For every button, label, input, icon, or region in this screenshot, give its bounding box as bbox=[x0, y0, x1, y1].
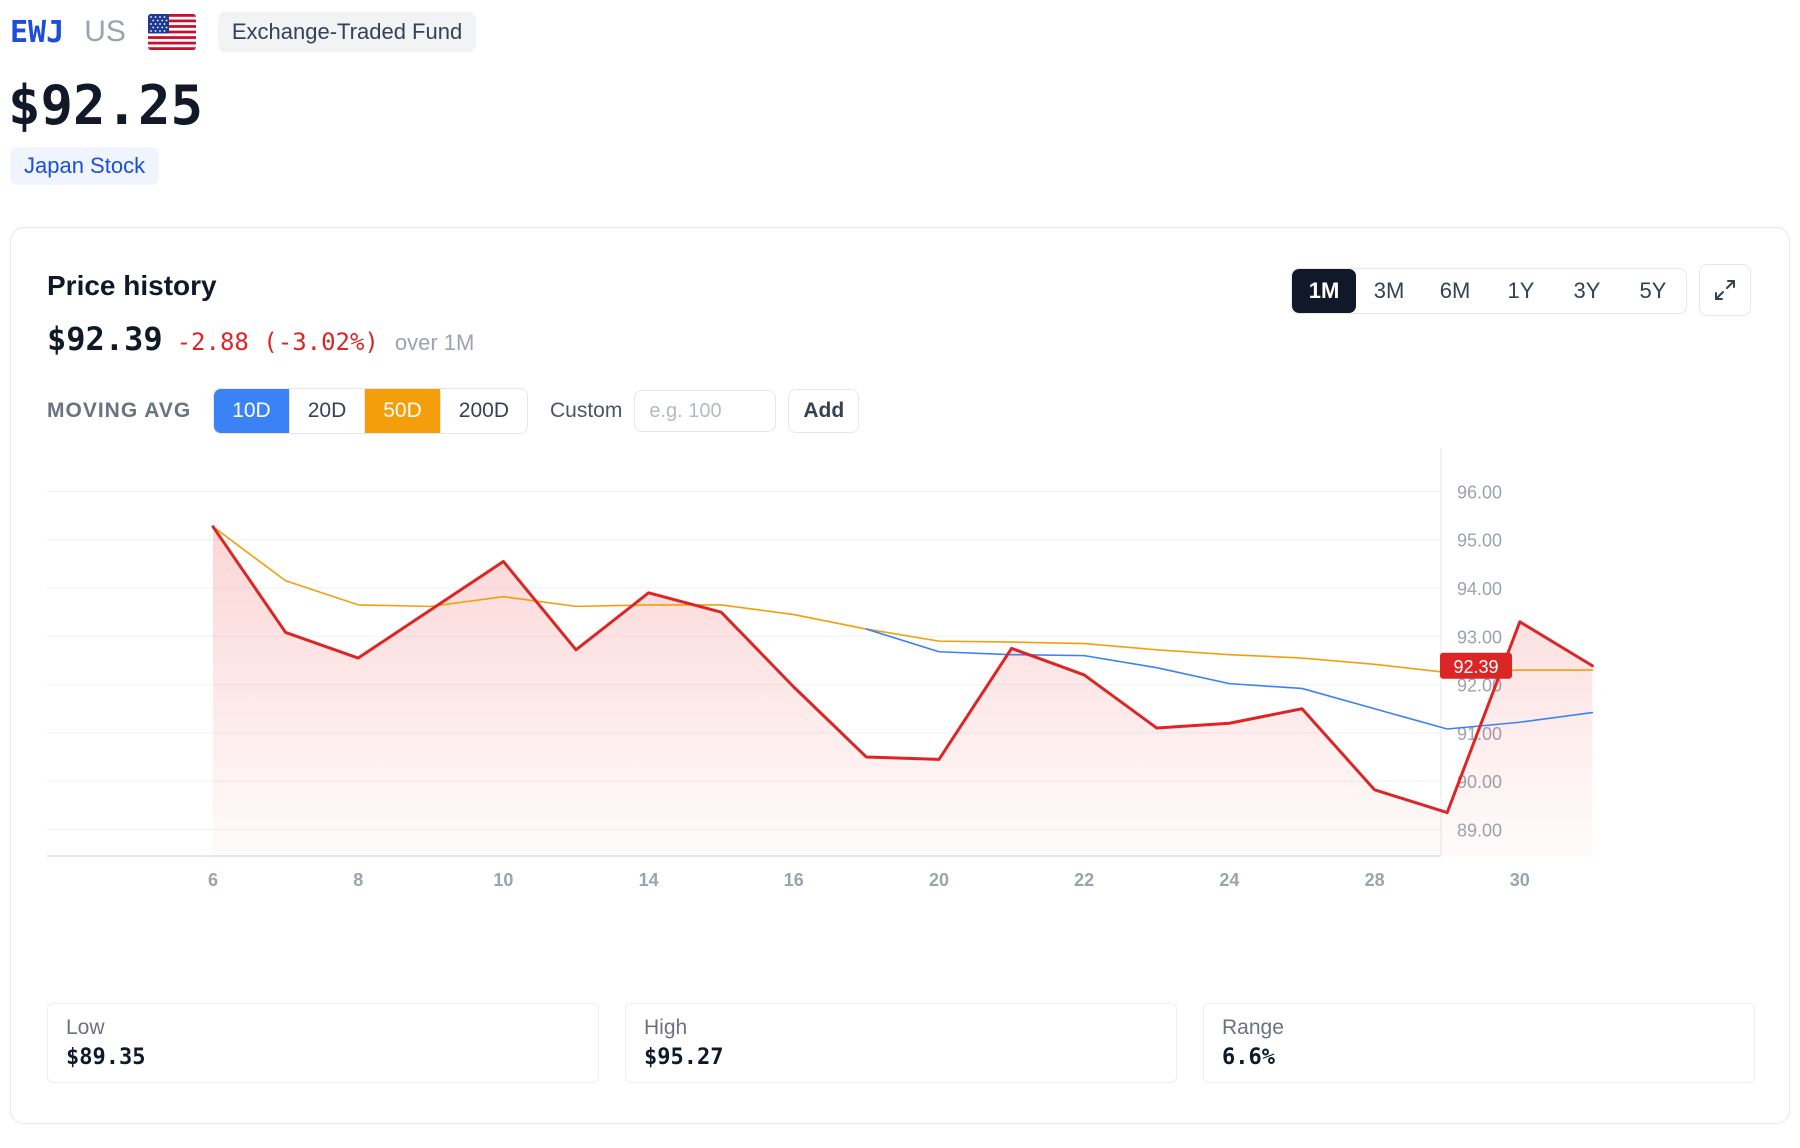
range-5y-button[interactable]: 5Y bbox=[1639, 278, 1667, 303]
x-tick-label: 16 bbox=[784, 870, 804, 888]
price-history-card: Price history $92.39 -2.88 (-3.02%) over… bbox=[10, 227, 1790, 1124]
y-tick-label: 93.00 bbox=[1457, 627, 1502, 647]
ma-10d-toggle[interactable]: 10D bbox=[214, 389, 290, 433]
range-selector: 1M 3M 6M 1Y 3Y 5Y bbox=[1291, 268, 1687, 314]
ma50-line bbox=[212, 525, 1594, 674]
custom-ma-label: Custom bbox=[549, 399, 623, 422]
category-badge[interactable]: Japan Stock bbox=[10, 147, 160, 185]
summary-period: over 1M bbox=[394, 330, 475, 355]
range-3m-button[interactable]: 3M bbox=[1373, 278, 1405, 303]
expand-button[interactable] bbox=[1699, 264, 1751, 316]
stat-range: Range 6.6% bbox=[1203, 1003, 1755, 1083]
fund-type-badge: Exchange-Traded Fund bbox=[217, 12, 477, 52]
summary-price: $92.39 bbox=[47, 320, 163, 358]
range-1m-button[interactable]: 1M bbox=[1292, 269, 1356, 313]
stat-high-value: $95.27 bbox=[644, 1045, 724, 1070]
price-summary: $92.39 -2.88 (-3.02%) over 1M bbox=[47, 320, 474, 358]
price-area-fill bbox=[213, 526, 1593, 856]
current-price: $92.25 bbox=[8, 74, 204, 137]
x-tick-label: 10 bbox=[493, 870, 513, 888]
x-tick-label: 30 bbox=[1510, 870, 1530, 888]
stat-low-value: $89.35 bbox=[66, 1045, 146, 1070]
stat-low: Low $89.35 bbox=[47, 1003, 599, 1083]
ma-200d-toggle[interactable]: 200D bbox=[458, 399, 509, 422]
stat-high-label: High bbox=[644, 1016, 688, 1039]
y-tick-label: 96.00 bbox=[1457, 482, 1502, 502]
x-tick-label: 22 bbox=[1074, 870, 1094, 888]
summary-change: -2.88 (-3.02%) bbox=[176, 328, 379, 356]
last-price-label: 92.39 bbox=[1453, 657, 1498, 677]
ma-50d-toggle[interactable]: 50D bbox=[365, 389, 441, 433]
range-3y-button[interactable]: 3Y bbox=[1573, 278, 1601, 303]
ma-20d-toggle[interactable]: 20D bbox=[290, 389, 366, 433]
price-line bbox=[211, 525, 1594, 815]
last-price-tag bbox=[1440, 652, 1512, 679]
range-6m-button[interactable]: 6M bbox=[1439, 278, 1471, 303]
card-title: Price history bbox=[47, 270, 217, 301]
ma10-line bbox=[865, 628, 1594, 730]
stat-high: High $95.27 bbox=[625, 1003, 1177, 1083]
y-tick-label: 92.00 bbox=[1457, 676, 1502, 696]
range-1y-button[interactable]: 1Y bbox=[1507, 278, 1535, 303]
stat-low-label: Low bbox=[66, 1016, 105, 1039]
expand-icon bbox=[1715, 280, 1735, 300]
moving-average-row: MOVING AVG 10D 20D 50D 200D Custom Add bbox=[47, 388, 860, 434]
x-tick-label: 20 bbox=[929, 870, 949, 888]
stat-range-label: Range bbox=[1222, 1016, 1284, 1039]
x-tick-label: 28 bbox=[1365, 870, 1385, 888]
us-flag-icon bbox=[147, 14, 196, 50]
stat-range-value: 6.6% bbox=[1222, 1045, 1275, 1070]
x-tick-label: 14 bbox=[639, 870, 659, 888]
custom-ma-input[interactable] bbox=[634, 390, 777, 432]
header-row: EWJ US Exchange-Traded Fund bbox=[10, 12, 477, 52]
moving-average-label: MOVING AVG bbox=[47, 399, 192, 422]
ticker-symbol: EWJ bbox=[10, 14, 65, 50]
x-tick-label: 24 bbox=[1219, 870, 1239, 888]
x-tick-label: 8 bbox=[353, 870, 363, 888]
price-chart: 96.0095.0094.0093.0092.0091.0090.0089.00… bbox=[47, 448, 1594, 888]
country-code: US bbox=[84, 15, 126, 48]
y-tick-label: 94.00 bbox=[1457, 579, 1502, 599]
stats-row: Low $89.35 High $95.27 Range 6.6% bbox=[47, 1003, 1755, 1083]
moving-average-options: 10D 20D 50D 200D bbox=[213, 388, 528, 434]
add-ma-button[interactable]: Add bbox=[788, 389, 860, 433]
x-tick-label: 6 bbox=[208, 870, 218, 888]
y-tick-label: 95.00 bbox=[1457, 531, 1502, 551]
